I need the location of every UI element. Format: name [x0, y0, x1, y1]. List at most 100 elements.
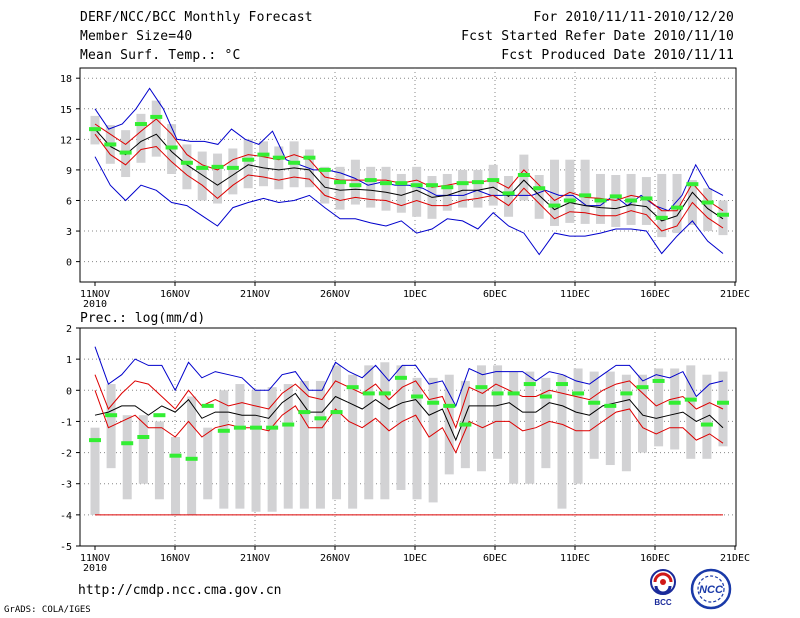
bcc-logo: BCC: [643, 568, 683, 607]
temp-observed-marker: [471, 180, 484, 185]
header-variable: Mean Surf. Temp.: °C: [80, 48, 241, 63]
prec-observed-marker: [105, 413, 118, 418]
prec-observed-marker: [523, 382, 536, 387]
prec-observed-marker: [652, 378, 665, 383]
prec-max-line: [94, 346, 724, 408]
temp-ensemble-box: [320, 166, 330, 204]
temp-x-tick-label: 21DEC: [720, 289, 750, 300]
temp-observed-marker: [257, 152, 270, 157]
temp-observed-marker: [533, 186, 546, 191]
temp-observed-marker: [671, 205, 684, 210]
prec-observed-marker: [121, 441, 134, 446]
temp-x-tick-label: 1DEC: [403, 289, 427, 300]
temp-observed-marker: [395, 181, 408, 186]
temp-observed-marker: [425, 183, 438, 188]
temp-x-tick-label: 11NOV: [80, 289, 110, 300]
temp-observed-marker: [196, 165, 209, 170]
prec-y-tick-label: 1: [66, 355, 72, 366]
precip-panel-label: Prec.: log(mm/d): [80, 311, 206, 326]
temp-ensemble-box: [488, 164, 498, 206]
prec-observed-marker: [169, 453, 182, 458]
prec-observed-marker: [298, 410, 311, 415]
temp-mean-line: [94, 128, 724, 222]
temp-ensemble-box: [580, 159, 590, 224]
temp-y-tick-label: 0: [66, 258, 72, 269]
temp-ensemble-box: [136, 113, 146, 163]
temp-ensemble-box: [458, 169, 468, 208]
temp-ensemble-box: [213, 153, 223, 204]
temp-x-tick-label: 21NOV: [240, 289, 270, 300]
temp-observed-marker: [701, 200, 714, 205]
temp-observed-marker: [594, 198, 607, 203]
prec-ensemble-box: [525, 371, 535, 484]
temp-y-tick-label: 9: [66, 166, 72, 177]
temp-ensemble-box: [197, 151, 207, 201]
temp-observed-marker: [150, 114, 163, 119]
prec-x-tick-label: 26NOV: [320, 553, 350, 564]
temp-ensemble-box: [442, 173, 452, 211]
prec-ensemble-box: [670, 368, 680, 450]
prec-observed-marker: [491, 391, 504, 396]
temp-observed-marker: [134, 122, 147, 127]
prec-observed-marker: [153, 413, 166, 418]
temp-ensemble-box: [274, 146, 284, 190]
prec-observed-marker: [604, 403, 617, 408]
prec-x-tick-label: 21NOV: [240, 553, 270, 564]
temp-y-tick-label: 3: [66, 227, 72, 238]
prec-observed-marker: [475, 385, 488, 390]
temp-observed-marker: [180, 160, 193, 165]
temp-observed-marker: [380, 181, 393, 186]
temp-observed-marker: [272, 155, 285, 160]
temp-lower-line: [94, 133, 724, 232]
prec-x-tick-label: 11DEC: [560, 553, 590, 564]
prec-ensemble-box: [154, 421, 164, 500]
prec-observed-marker: [217, 428, 230, 433]
temp-observed-marker: [364, 178, 377, 183]
prec-ensemble-box: [412, 377, 422, 500]
header-member-size: Member Size=40: [80, 29, 193, 44]
temp-observed-marker: [226, 165, 239, 170]
prec-mean-line: [94, 392, 724, 442]
temp-max-line: [94, 87, 724, 212]
prec-observed-marker: [266, 425, 279, 430]
temp-ensemble-box: [381, 166, 391, 211]
temp-y-tick-label: 18: [60, 74, 72, 85]
prec-observed-marker: [89, 438, 101, 443]
temp-observed-marker: [211, 164, 224, 169]
temp-x-tick-label: 26NOV: [320, 289, 350, 300]
temp-upper-line: [94, 118, 724, 212]
prec-observed-marker: [201, 403, 214, 408]
temp-ensemble-box: [350, 159, 360, 205]
prec-ensemble-box: [138, 415, 148, 484]
prec-y-tick-label: -2: [60, 449, 72, 460]
prec-ensemble-box: [90, 427, 100, 515]
temp-observed-marker: [242, 157, 255, 162]
prec-observed-marker: [668, 400, 681, 405]
temp-x-tick-label: 16NOV: [160, 289, 190, 300]
temp-observed-marker: [456, 181, 469, 186]
temp-observed-marker: [579, 193, 592, 198]
prec-ensemble-box: [396, 365, 406, 490]
prec-observed-marker: [572, 391, 585, 396]
temp-observed-marker: [655, 215, 668, 220]
temp-ensemble-box: [641, 177, 651, 225]
prec-ensemble-box: [364, 365, 374, 500]
prec-y-tick-label: 0: [66, 386, 72, 397]
prec-x-tick-label: 21DEC: [720, 553, 750, 564]
prec-y-tick-label: -5: [60, 542, 72, 553]
prec-ensemble-box: [557, 374, 567, 509]
temp-observed-marker: [548, 203, 561, 208]
footer-url[interactable]: http://cmdp.ncc.cma.gov.cn: [78, 583, 282, 598]
temp-x-tick-label: 16DEC: [640, 289, 670, 300]
temp-observed-marker: [517, 173, 530, 177]
temp-x-tick-label: 6DEC: [483, 289, 507, 300]
temp-observed-marker: [334, 180, 347, 185]
temp-ensemble-box: [473, 169, 483, 208]
prec-observed-marker: [233, 425, 246, 430]
prec-upper-line: [94, 374, 724, 430]
prec-observed-marker: [411, 394, 424, 399]
grads-credit: GrADS: COLA/IGES: [4, 605, 91, 615]
temp-ensemble-box: [151, 100, 161, 157]
prec-ensemble-box: [122, 415, 132, 500]
prec-observed-marker: [394, 375, 407, 380]
